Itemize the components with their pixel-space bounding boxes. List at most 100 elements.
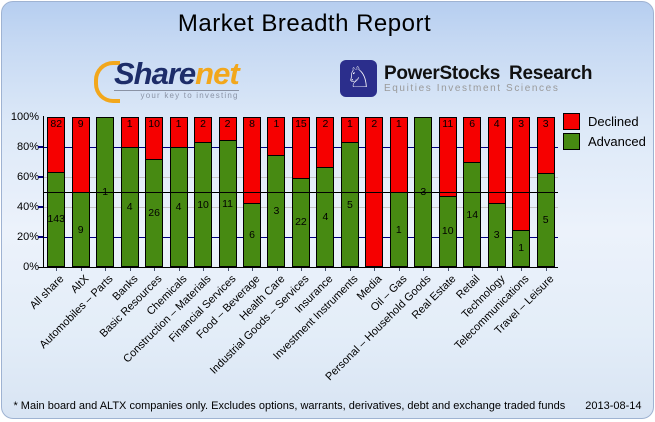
x-axis-tick — [545, 268, 547, 271]
x-axis-tick — [178, 268, 180, 271]
powerstocks-tagline: Equities Investment Sciences — [384, 82, 560, 94]
bar-advanced-segment — [47, 171, 66, 267]
bar-slot-industrial-goods-services: 15 22 — [289, 117, 313, 267]
bar-advanced-segment — [487, 202, 506, 267]
declined-count-label: 1 — [395, 118, 402, 130]
x-axis-tick — [227, 268, 229, 271]
bar-advanced-segment — [242, 202, 261, 267]
bar-declined-segment — [169, 117, 188, 147]
bar-advanced-segment — [340, 142, 359, 267]
declined-count-label: 2 — [200, 118, 206, 130]
bar-all-share: 82 143 — [47, 117, 66, 267]
fifty-percent-line — [44, 191, 558, 193]
declined-count-label: 82 — [50, 118, 63, 130]
x-axis-tick — [349, 268, 351, 271]
advanced-count-label: 143 — [47, 213, 65, 226]
bar-declined-segment — [389, 117, 408, 192]
bar-declined-segment — [120, 117, 139, 147]
declined-count-label: 9 — [77, 118, 84, 130]
y-axis-tick — [38, 206, 43, 208]
x-axis-tick — [80, 268, 82, 271]
declined-count-label: 11 — [442, 118, 454, 130]
bar-advanced-segment — [169, 147, 188, 267]
bar-declined-segment — [194, 117, 213, 142]
x-axis-tick — [129, 268, 131, 271]
bar-advanced-segment — [145, 158, 164, 267]
y-axis-label: 0% — [23, 261, 39, 273]
plot-area: 8214399114102614210211861315222415211311… — [44, 117, 558, 267]
declined-count-label: 1 — [126, 118, 133, 130]
bar-declined-segment — [242, 117, 261, 203]
bar-declined-segment — [487, 117, 506, 203]
y-axis-label: 40% — [16, 201, 39, 213]
bar-advanced-segment — [463, 162, 482, 267]
y-axis-tick — [38, 146, 43, 148]
bar-declined-segment — [512, 117, 531, 230]
bar-advanced-segment — [438, 195, 457, 267]
y-axis-label: 80% — [16, 141, 39, 153]
bar-advanced-segment — [291, 177, 310, 267]
bar-declined-segment — [218, 117, 237, 141]
powerstocks-logo: ♘ PowerStocks Research Equities Investmen… — [340, 60, 592, 97]
declined-count-label: 1 — [175, 118, 182, 130]
advanced-count-label: 4 — [322, 211, 329, 223]
declined-swatch-icon — [563, 113, 580, 130]
advanced-swatch-icon — [563, 133, 580, 150]
x-axis-tick — [105, 268, 107, 271]
knight-icon: ♘ — [340, 60, 377, 97]
bar-financial-services: 2 11 — [218, 117, 237, 267]
declined-count-label: 10 — [148, 118, 160, 130]
x-axis-tick — [252, 268, 254, 271]
bar-declined-segment — [145, 117, 164, 159]
bar-advanced-segment — [512, 229, 531, 267]
footnote-text: * Main board and ALTX companies only. Ex… — [13, 400, 566, 412]
x-axis-tick — [423, 268, 425, 271]
advanced-count-label: 3 — [493, 228, 500, 241]
bar-slot-all-share: 82 143 — [44, 117, 68, 267]
bar-industrial-goods-services: 15 22 — [291, 117, 310, 267]
advanced-count-label: 10 — [441, 225, 454, 238]
declined-count-label: 15 — [295, 118, 307, 130]
bar-declined-segment — [267, 117, 286, 155]
bar-declined-segment — [291, 117, 310, 178]
legend-item-advanced: Advanced — [563, 133, 646, 150]
bar-slot-construction-materials: 2 10 — [191, 117, 215, 267]
advanced-count-label: 26 — [148, 206, 160, 219]
y-axis-tick — [38, 176, 43, 178]
declined-count-label: 4 — [493, 118, 500, 130]
bar-advanced-segment — [536, 173, 555, 267]
x-axis-tick — [521, 268, 523, 271]
x-axis-tick — [276, 268, 278, 271]
bar-declined-segment — [47, 117, 66, 172]
y-axis-label: 100% — [10, 111, 39, 123]
advanced-count-label: 5 — [542, 214, 549, 227]
legend-item-declined: Declined — [563, 113, 646, 130]
powerstocks-wordmark: PowerStocks Research — [384, 62, 593, 84]
bar-basic-resources: 10 26 — [145, 117, 164, 267]
sharenet-logo: Sharenet your key to investing — [94, 58, 240, 103]
bar-advanced-segment — [389, 192, 408, 267]
bar-construction-materials: 2 10 — [194, 117, 213, 267]
declined-count-label: 1 — [273, 118, 280, 130]
declined-count-label: 6 — [469, 118, 476, 130]
y-axis-label: 20% — [16, 231, 39, 243]
bar-declined-segment — [536, 117, 555, 174]
bar-advanced-segment — [218, 140, 237, 267]
declined-count-label: 1 — [346, 118, 353, 130]
declined-count-label: 3 — [518, 118, 525, 130]
y-axis-line — [43, 116, 44, 268]
bar-declined-segment — [438, 117, 457, 196]
advanced-count-label: 1 — [518, 242, 525, 255]
advanced-count-label: 11 — [222, 197, 233, 210]
